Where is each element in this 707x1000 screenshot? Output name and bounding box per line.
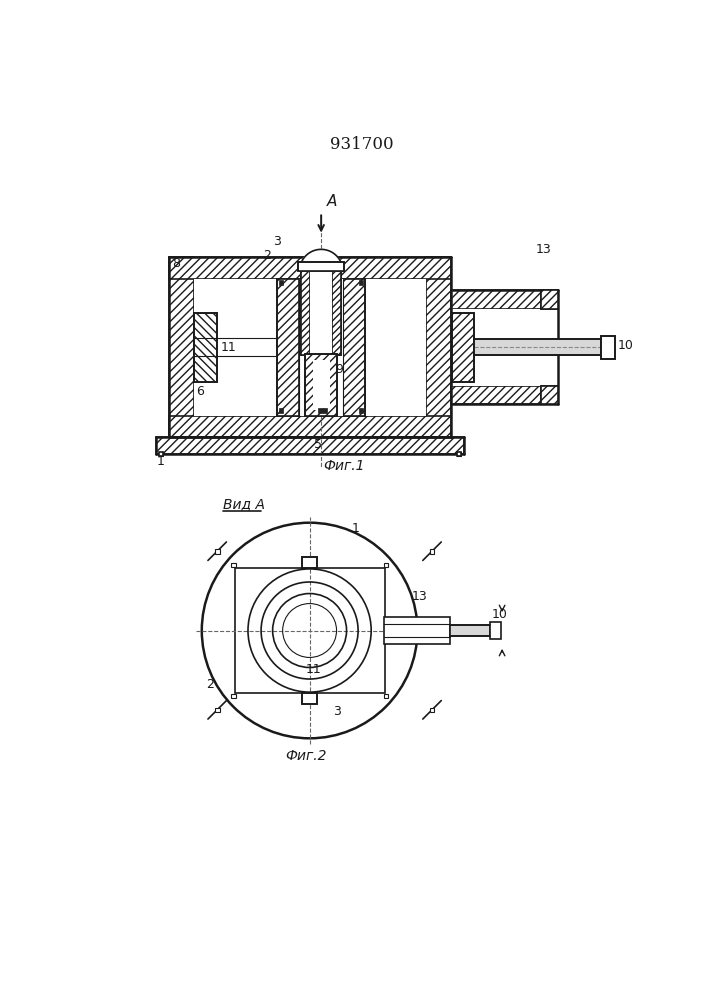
Bar [156, 437, 464, 454]
Bar [299, 279, 344, 416]
Bar [344, 279, 365, 416]
Bar [310, 271, 332, 355]
Text: А: А [327, 194, 337, 209]
Text: 7: 7 [304, 395, 312, 408]
Bar [450, 625, 490, 636]
Bar [542, 386, 559, 404]
Text: 2: 2 [264, 249, 271, 262]
Bar [279, 408, 284, 413]
Bar [383, 694, 388, 698]
Bar [215, 708, 219, 712]
Text: 12: 12 [477, 341, 493, 354]
Text: 13: 13 [411, 590, 427, 603]
Bar [158, 452, 163, 456]
Bar [450, 290, 559, 309]
Text: 5: 5 [314, 438, 322, 451]
Text: 1: 1 [352, 522, 360, 535]
Bar [194, 313, 217, 382]
Bar [452, 313, 474, 382]
Bar [474, 339, 601, 355]
Text: 11: 11 [305, 663, 322, 676]
Text: 6: 6 [196, 385, 204, 398]
Bar [277, 279, 299, 416]
Text: Фиг.2: Фиг.2 [285, 749, 327, 763]
Text: 9: 9 [335, 363, 343, 376]
Bar [301, 271, 310, 355]
Bar [426, 257, 450, 437]
Bar [322, 408, 327, 413]
Bar [235, 568, 385, 693]
Bar [215, 549, 219, 554]
Bar [332, 271, 341, 355]
Bar [231, 694, 235, 698]
Text: Фиг.1: Фиг.1 [324, 459, 365, 473]
Bar [430, 549, 434, 554]
Bar [302, 557, 317, 568]
Bar [170, 257, 194, 437]
Text: 10: 10 [491, 608, 507, 621]
Bar [170, 416, 450, 437]
Polygon shape [300, 249, 343, 271]
Text: 2: 2 [206, 678, 214, 691]
Text: 11: 11 [221, 341, 236, 354]
Text: 3: 3 [273, 235, 281, 248]
Text: 931700: 931700 [330, 136, 394, 153]
Bar [385, 617, 450, 644]
Bar [601, 336, 614, 359]
Text: Вид А: Вид А [223, 497, 264, 511]
Bar [298, 262, 344, 271]
Bar [302, 693, 317, 704]
Bar [430, 708, 434, 712]
Text: 1: 1 [157, 455, 165, 468]
Bar [231, 563, 235, 567]
Bar [156, 437, 464, 454]
Circle shape [201, 523, 417, 738]
Bar [194, 279, 426, 416]
Bar [542, 290, 559, 309]
Bar [450, 386, 559, 404]
Bar [170, 257, 450, 437]
Bar [457, 452, 461, 456]
Text: 3: 3 [333, 705, 341, 718]
Bar [312, 360, 329, 410]
Bar [279, 280, 284, 285]
Bar [450, 309, 559, 386]
Bar [359, 280, 363, 285]
Bar [383, 563, 388, 567]
Bar [170, 257, 450, 279]
Text: 8: 8 [173, 257, 180, 270]
Text: 10: 10 [618, 339, 633, 352]
Text: 4: 4 [325, 378, 332, 391]
Bar [305, 354, 337, 416]
Bar [490, 622, 501, 639]
Bar [318, 408, 322, 413]
Bar [359, 408, 363, 413]
Text: 13: 13 [535, 243, 551, 256]
